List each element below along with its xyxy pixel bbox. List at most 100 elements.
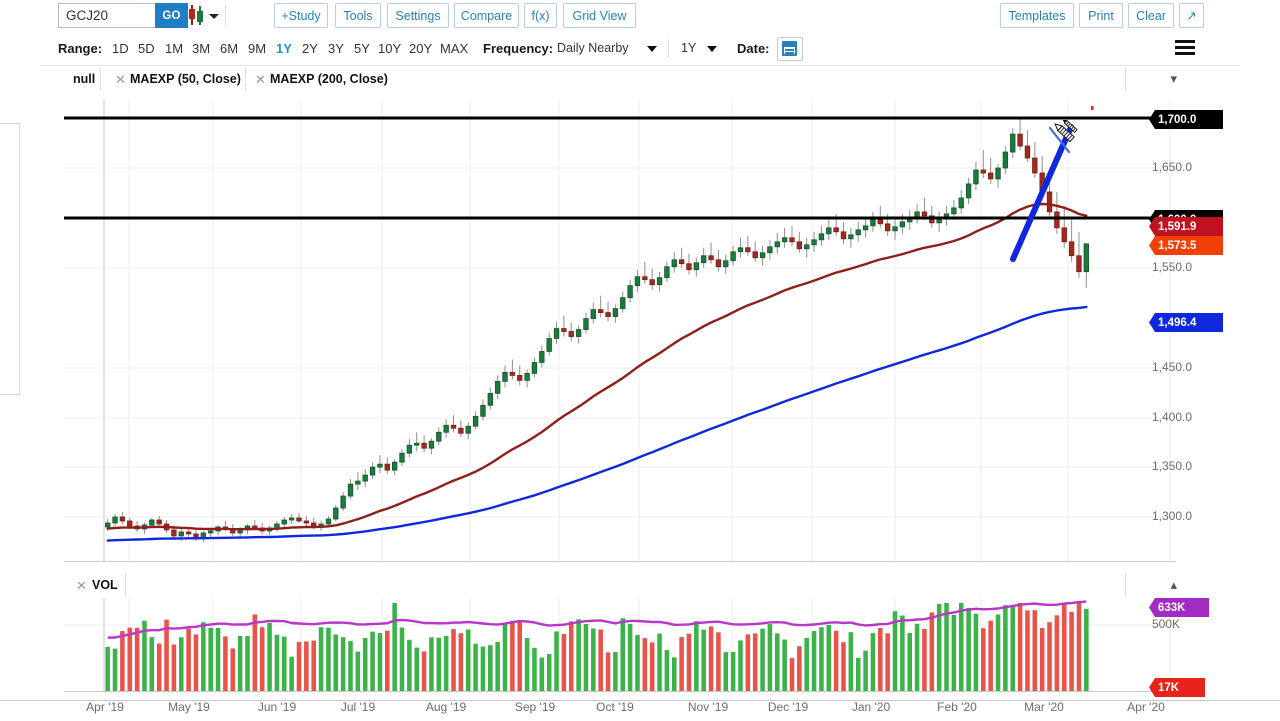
range-option-1d[interactable]: 1D [112, 41, 129, 56]
badge-last-price: 1,573.5 [1149, 236, 1223, 255]
candlestick [120, 517, 125, 521]
volume-bar [289, 657, 294, 691]
candlestick [392, 462, 397, 470]
volume-bar [731, 652, 736, 691]
candlestick [481, 405, 486, 416]
range-option-1y[interactable]: 1Y [276, 41, 292, 56]
close-icon[interactable]: ✕ [115, 73, 126, 86]
date-picker-button[interactable] [777, 37, 803, 61]
volume-bar [1025, 610, 1030, 691]
settings-button[interactable]: Settings [387, 3, 449, 28]
volume-bar [863, 651, 868, 691]
range-option-5d[interactable]: 5D [138, 41, 155, 56]
symbol-input[interactable] [58, 3, 155, 28]
range-option-5y[interactable]: 5Y [354, 41, 370, 56]
range-option-1m[interactable]: 1M [165, 41, 183, 56]
volume-y-tick: 500K [1152, 617, 1180, 631]
volume-bar [127, 628, 132, 691]
candlestick [768, 247, 773, 253]
candlestick [253, 526, 258, 528]
legend-divider-0 [100, 68, 101, 90]
range-option-6m[interactable]: 6M [220, 41, 238, 56]
volume-bar [915, 624, 920, 691]
candlestick [952, 208, 957, 214]
add-study-button[interactable]: +Study [274, 3, 328, 28]
candlestick [444, 425, 449, 432]
legend-item-maexp-200[interactable]: MAEXP (200, Close) [270, 72, 388, 86]
frequency-chevron-down-icon[interactable] [647, 46, 657, 52]
volume-bar [547, 654, 552, 691]
fx-button[interactable]: f(x) [524, 3, 557, 28]
candlestick [753, 252, 758, 258]
volume-bar [1069, 612, 1074, 691]
volume-bar [363, 638, 368, 691]
close-icon[interactable]: ✕ [255, 73, 266, 86]
volume-bar [517, 621, 522, 691]
candlestick [797, 242, 802, 249]
volume-bar [576, 619, 581, 691]
volume-chart-plot[interactable] [64, 598, 1176, 692]
go-button[interactable]: GO [155, 3, 188, 28]
candlestick [341, 496, 346, 508]
hamburger-menu-icon[interactable] [1175, 40, 1195, 56]
support-resistance-1600 [64, 217, 1176, 220]
date-x-tick: Apr '19 [86, 700, 124, 714]
period-chevron-down-icon[interactable] [707, 46, 717, 52]
candlestick [451, 425, 456, 428]
price-y-tick: 1,400.0 [1152, 410, 1192, 424]
compare-button[interactable]: Compare [454, 3, 519, 28]
candlestick [429, 441, 434, 448]
volume-close-icon[interactable]: ✕ [76, 579, 87, 592]
badge-ema50: 1,591.9 [1149, 217, 1223, 236]
date-x-tick: Oct '19 [596, 700, 634, 714]
range-option-3m[interactable]: 3M [192, 41, 210, 56]
candlestick [569, 332, 574, 337]
candlestick [871, 220, 876, 226]
range-option-2y[interactable]: 2Y [302, 41, 318, 56]
period-value[interactable]: 1Y [681, 41, 696, 55]
volume-legend-separator-right [1125, 574, 1126, 596]
range-option-20y[interactable]: 20Y [409, 41, 432, 56]
candlestick [657, 278, 662, 285]
range-option-10y[interactable]: 10Y [378, 41, 401, 56]
range-option-9m[interactable]: 9M [248, 41, 266, 56]
tools-button[interactable]: Tools [335, 3, 381, 28]
candlestick [584, 319, 589, 330]
candlestick [407, 445, 412, 453]
price-y-tick: 1,550.0 [1152, 260, 1192, 274]
templates-button[interactable]: Templates [1000, 3, 1074, 28]
volume-bar [701, 630, 706, 691]
candlestick [348, 484, 353, 496]
volume-bar [1010, 605, 1015, 691]
volume-bar [356, 652, 361, 691]
expand-button[interactable]: ↗ [1179, 3, 1204, 28]
chart-type-selector[interactable] [188, 5, 219, 25]
volume-panel-legend: ✕ VOL ▴ [40, 572, 1240, 600]
volume-bar [1040, 628, 1045, 691]
candlestick [981, 170, 986, 173]
volume-panel-chevron-up-icon[interactable]: ▴ [1170, 578, 1177, 591]
volume-bar [378, 633, 383, 691]
price-panel-chevron-down-icon[interactable]: ▾ [1170, 72, 1177, 85]
volume-bar [819, 627, 824, 691]
legend-item-null[interactable]: null [73, 72, 95, 86]
candlestick [694, 263, 699, 270]
volume-bar [105, 647, 110, 691]
grid-view-button[interactable]: Grid View [563, 3, 636, 28]
candlestick [878, 220, 883, 224]
range-option-3y[interactable]: 3Y [328, 41, 344, 56]
clear-button[interactable]: Clear [1128, 3, 1174, 28]
price-chart-plot[interactable] [64, 100, 1176, 562]
candlestick [591, 310, 596, 319]
frequency-value[interactable]: Daily Nearby [557, 41, 629, 55]
volume-bar [275, 635, 280, 691]
candlestick [113, 517, 118, 523]
candlestick [1033, 158, 1038, 173]
volume-bar [723, 652, 728, 691]
volume-bar [930, 612, 935, 691]
legend-item-maexp-50[interactable]: MAEXP (50, Close) [130, 72, 241, 86]
candlestick [326, 519, 331, 524]
range-option-max[interactable]: MAX [440, 41, 468, 56]
volume-bar [628, 624, 633, 691]
print-button[interactable]: Print [1079, 3, 1123, 28]
